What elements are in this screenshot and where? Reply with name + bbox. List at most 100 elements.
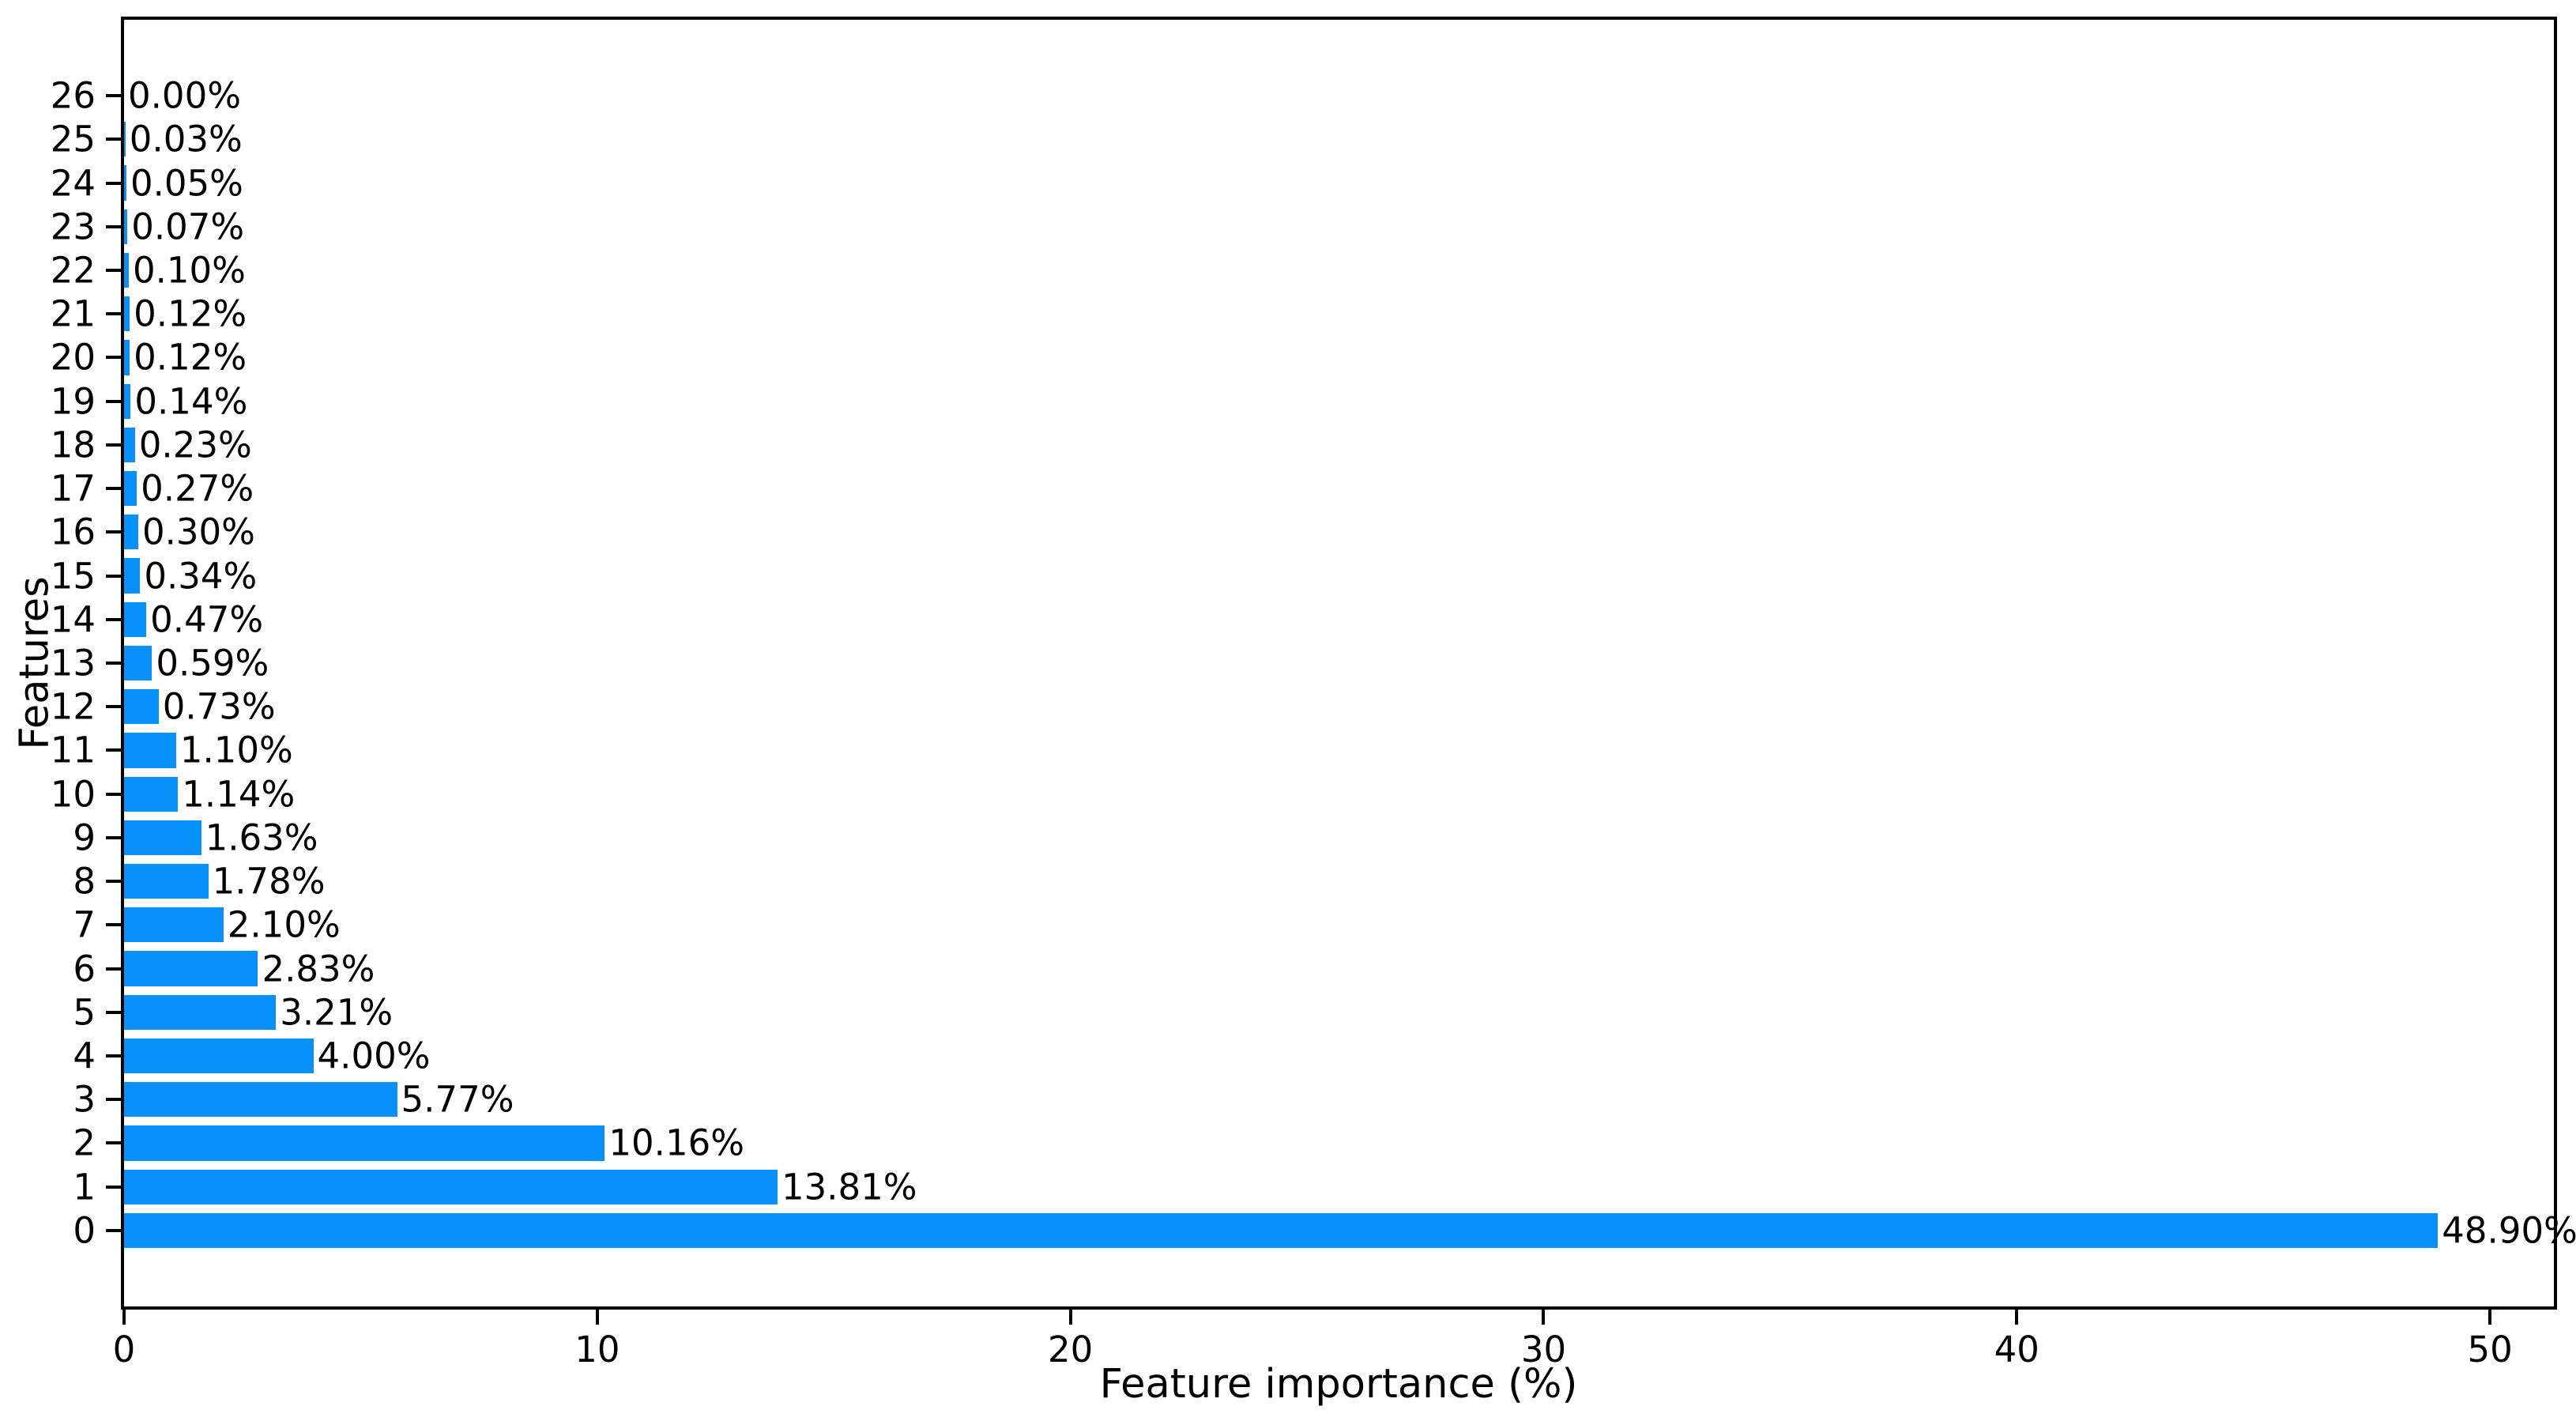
y-tick-label: 24 <box>50 162 96 205</box>
bar-value-label: 1.78% <box>212 860 326 903</box>
y-tick-label: 10 <box>50 773 96 816</box>
y-tick-label: 7 <box>73 903 96 946</box>
y-tick-label: 21 <box>50 292 96 335</box>
bar <box>124 1082 397 1118</box>
x-tick-mark <box>122 1310 126 1325</box>
bar-value-label: 0.12% <box>134 336 247 379</box>
y-tick-mark <box>106 399 121 403</box>
y-tick-mark <box>106 574 121 578</box>
y-tick-mark <box>106 94 121 98</box>
y-tick-mark <box>106 1228 121 1232</box>
y-tick-mark <box>106 835 121 839</box>
bar-value-label: 0.07% <box>131 205 245 248</box>
y-tick-label: 16 <box>50 511 96 553</box>
y-tick-mark <box>106 138 121 141</box>
bar <box>124 515 138 550</box>
bar-value-label: 10.16% <box>608 1122 744 1164</box>
bar <box>124 601 147 637</box>
y-tick-mark <box>106 443 121 447</box>
y-tick-mark <box>106 1010 121 1014</box>
bar <box>124 864 209 899</box>
y-tick-label: 19 <box>50 380 96 423</box>
y-tick-label: 25 <box>50 118 96 160</box>
bar <box>124 994 277 1030</box>
bar <box>124 383 131 419</box>
bar-value-label: 4.00% <box>317 1035 431 1077</box>
bar <box>124 907 224 943</box>
y-tick-mark <box>106 312 121 316</box>
x-tick-label: 30 <box>1520 1329 1567 1370</box>
y-tick-mark <box>106 181 121 185</box>
bar <box>124 645 153 681</box>
y-tick-mark <box>106 705 121 709</box>
y-tick-label: 9 <box>73 816 96 859</box>
y-tick-mark <box>106 530 121 534</box>
y-tick-mark <box>106 224 121 228</box>
y-tick-label: 0 <box>73 1209 96 1252</box>
y-tick-mark <box>106 1098 121 1102</box>
x-tick-label: 20 <box>1048 1329 1094 1370</box>
bar-value-label: 0.00% <box>128 74 241 117</box>
bar-value-label: 0.14% <box>134 380 248 423</box>
bar-value-label: 5.77% <box>401 1078 514 1121</box>
bar-value-label: 0.27% <box>141 467 254 510</box>
bar <box>124 427 135 462</box>
bar-value-label: 48.90% <box>2442 1209 2576 1252</box>
y-tick-label: 13 <box>50 642 96 684</box>
bar-value-label: 1.14% <box>182 773 296 816</box>
y-tick-mark <box>106 617 121 621</box>
bar <box>124 951 258 986</box>
y-tick-label: 4 <box>73 1035 96 1077</box>
plot-area: 0.00% 26 0.03% 25 0.05% 24 0.07% 23 0.10% 22 0.12%… <box>51 17 2576 1367</box>
bar-value-label: 0.05% <box>130 162 243 205</box>
x-tick-label: 0 <box>112 1329 136 1370</box>
bar <box>124 733 176 768</box>
y-tick-label: 5 <box>73 991 96 1034</box>
x-tick-mark <box>2015 1310 2019 1325</box>
bar <box>124 122 126 157</box>
y-tick-label: 18 <box>50 424 96 466</box>
x-tick-mark <box>595 1310 599 1325</box>
y-tick-mark <box>106 1141 121 1145</box>
bar-value-label: 0.30% <box>141 511 255 553</box>
bar-value-label: 0.34% <box>144 555 258 598</box>
y-tick-label: 11 <box>50 729 96 771</box>
y-tick-mark <box>106 967 121 971</box>
y-tick-label: 6 <box>73 948 96 990</box>
bar <box>124 1212 2439 1248</box>
y-tick-mark <box>106 268 121 272</box>
y-tick-label: 22 <box>50 249 96 292</box>
bar <box>124 558 141 594</box>
bar-value-label: 0.73% <box>162 685 276 728</box>
x-tick-mark <box>1068 1310 1072 1325</box>
bar <box>124 776 179 812</box>
y-tick-mark <box>106 748 121 752</box>
y-tick-label: 2 <box>73 1122 96 1164</box>
x-tick-label: 50 <box>2467 1329 2513 1370</box>
y-tick-mark <box>106 792 121 796</box>
bar-value-label: 0.47% <box>150 598 264 641</box>
y-axis-label: Features <box>11 576 58 750</box>
y-tick-mark <box>106 487 121 491</box>
bar <box>124 689 159 725</box>
y-tick-label: 20 <box>50 336 96 379</box>
bar-value-label: 0.59% <box>156 642 269 684</box>
x-tick-label: 10 <box>574 1329 620 1370</box>
x-axis-label: Feature importance (%) <box>1099 1361 1578 1408</box>
x-tick-label: 40 <box>1994 1329 2039 1370</box>
y-tick-mark <box>106 1054 121 1057</box>
bar <box>124 471 137 507</box>
y-tick-label: 15 <box>50 555 96 598</box>
bar <box>124 165 126 201</box>
bar-value-label: 0.10% <box>132 249 246 292</box>
bar <box>124 340 130 375</box>
y-tick-mark <box>106 880 121 884</box>
bar-value-label: 1.10% <box>179 729 293 771</box>
y-tick-label: 26 <box>50 74 96 117</box>
bar <box>124 209 128 244</box>
bar <box>124 1125 605 1161</box>
bar-value-label: 13.81% <box>781 1166 917 1208</box>
y-tick-mark <box>106 1185 121 1189</box>
y-tick-label: 3 <box>73 1078 96 1121</box>
